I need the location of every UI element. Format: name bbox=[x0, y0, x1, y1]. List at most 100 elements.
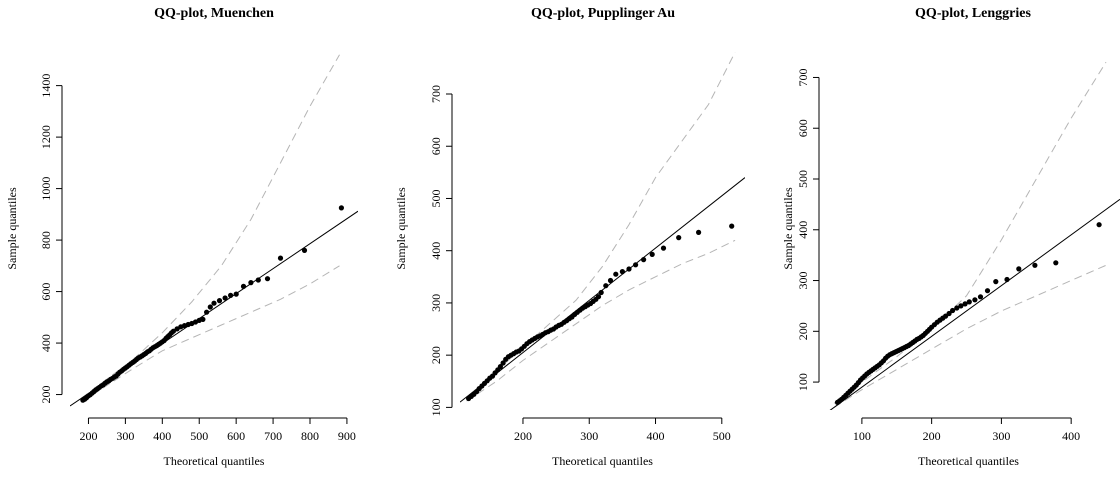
y-tick-label: 400 bbox=[429, 242, 443, 260]
y-tick-label: 800 bbox=[39, 231, 53, 249]
x-tick-label: 500 bbox=[713, 429, 731, 443]
qq-panel-1: QQ-plot, Muenchen Theoretical quantiles Sa… bbox=[5, 6, 358, 468]
data-point bbox=[946, 310, 952, 317]
data-point bbox=[497, 364, 503, 370]
data-point bbox=[984, 288, 991, 294]
data-point bbox=[207, 304, 213, 310]
data-point bbox=[613, 271, 619, 277]
data-point bbox=[966, 299, 972, 305]
y-tick-label: 1400 bbox=[39, 74, 53, 98]
data-point bbox=[255, 277, 261, 283]
data-point bbox=[301, 247, 308, 253]
band-upper-curve bbox=[80, 54, 340, 399]
reference-line bbox=[829, 198, 1120, 410]
x-tick-label: 700 bbox=[264, 429, 282, 443]
y-tick-label: 600 bbox=[796, 119, 810, 137]
y-tick-label: 500 bbox=[796, 170, 810, 188]
data-point bbox=[626, 266, 632, 272]
chart-title: QQ-plot, Muenchen bbox=[154, 6, 274, 21]
x-tick-label: 100 bbox=[853, 429, 871, 443]
band-upper-curve bbox=[833, 61, 1107, 404]
data-point bbox=[500, 360, 506, 366]
data-point bbox=[1053, 260, 1059, 266]
data-point bbox=[729, 223, 735, 229]
data-point bbox=[954, 305, 960, 311]
plot-area bbox=[460, 51, 745, 403]
data-point bbox=[676, 235, 682, 241]
x-axis-label: Theoretical quantiles bbox=[918, 454, 1019, 468]
data-point bbox=[1032, 262, 1038, 268]
data-point bbox=[641, 257, 647, 263]
data-point bbox=[248, 280, 254, 286]
band-lower-curve bbox=[833, 264, 1107, 408]
data-point bbox=[1096, 222, 1102, 228]
y-axis-label: Sample quantiles bbox=[5, 187, 19, 270]
x-axis-label: Theoretical quantiles bbox=[552, 454, 653, 468]
y-tick-label: 200 bbox=[796, 322, 810, 340]
reference-line bbox=[460, 177, 745, 403]
y-tick-label: 1200 bbox=[39, 125, 53, 149]
data-point bbox=[950, 307, 956, 314]
data-point bbox=[696, 229, 702, 235]
chart-title: QQ-plot, Pupplinger Au bbox=[531, 6, 675, 21]
data-point bbox=[264, 276, 271, 282]
x-tick-label: 300 bbox=[992, 429, 1010, 443]
data-point bbox=[170, 328, 176, 334]
y-tick-label: 100 bbox=[429, 398, 443, 416]
x-tick-label: 900 bbox=[338, 429, 356, 443]
data-point bbox=[211, 300, 217, 306]
y-tick-label: 300 bbox=[429, 294, 443, 312]
data-point bbox=[240, 283, 247, 289]
data-point bbox=[993, 279, 999, 285]
plot-area bbox=[829, 61, 1120, 410]
y-tick-label: 700 bbox=[429, 85, 443, 103]
data-point bbox=[228, 292, 234, 298]
y-tick-label: 200 bbox=[39, 386, 53, 404]
x-tick-label: 200 bbox=[79, 429, 97, 443]
y-tick-label: 100 bbox=[796, 373, 810, 391]
x-tick-label: 400 bbox=[153, 429, 171, 443]
data-point bbox=[977, 294, 984, 300]
y-tick-label: 600 bbox=[39, 283, 53, 301]
data-point bbox=[633, 262, 639, 268]
x-tick-label: 300 bbox=[580, 429, 598, 443]
x-tick-label: 200 bbox=[923, 429, 941, 443]
plot-area bbox=[70, 54, 358, 407]
x-tick-label: 400 bbox=[1062, 429, 1080, 443]
x-tick-label: 500 bbox=[190, 429, 208, 443]
y-axis-label: Sample quantiles bbox=[781, 187, 795, 270]
qq-panel-3: QQ-plot, Lenggries Theoretical quantiles S… bbox=[781, 6, 1120, 468]
y-tick-label: 500 bbox=[429, 189, 443, 207]
chart-title: QQ-plot, Lenggries bbox=[915, 6, 1031, 21]
y-tick-label: 600 bbox=[429, 137, 443, 155]
data-point bbox=[1016, 266, 1022, 272]
data-point bbox=[1004, 276, 1010, 283]
y-tick-label: 700 bbox=[796, 68, 810, 86]
band-lower-curve bbox=[80, 265, 340, 403]
y-tick-label: 300 bbox=[796, 272, 810, 290]
data-point bbox=[958, 303, 964, 309]
data-point bbox=[619, 269, 626, 275]
x-tick-label: 300 bbox=[116, 429, 134, 443]
data-point bbox=[603, 283, 609, 289]
data-point bbox=[216, 298, 223, 304]
data-point bbox=[200, 316, 206, 322]
data-point bbox=[962, 301, 968, 307]
y-tick-label: 400 bbox=[796, 221, 810, 239]
x-tick-label: 800 bbox=[301, 429, 319, 443]
band-upper-curve bbox=[466, 51, 736, 399]
y-tick-label: 1000 bbox=[39, 177, 53, 201]
data-point bbox=[598, 289, 604, 296]
y-tick-label: 400 bbox=[39, 334, 53, 352]
data-point bbox=[607, 277, 614, 284]
data-point bbox=[595, 294, 602, 300]
x-tick-label: 600 bbox=[227, 429, 245, 443]
x-tick-label: 200 bbox=[514, 429, 532, 443]
y-tick-label: 200 bbox=[429, 346, 443, 364]
x-tick-label: 400 bbox=[647, 429, 665, 443]
data-point bbox=[972, 297, 978, 303]
data-point bbox=[233, 291, 239, 297]
data-point bbox=[277, 255, 284, 261]
data-point bbox=[660, 245, 667, 251]
